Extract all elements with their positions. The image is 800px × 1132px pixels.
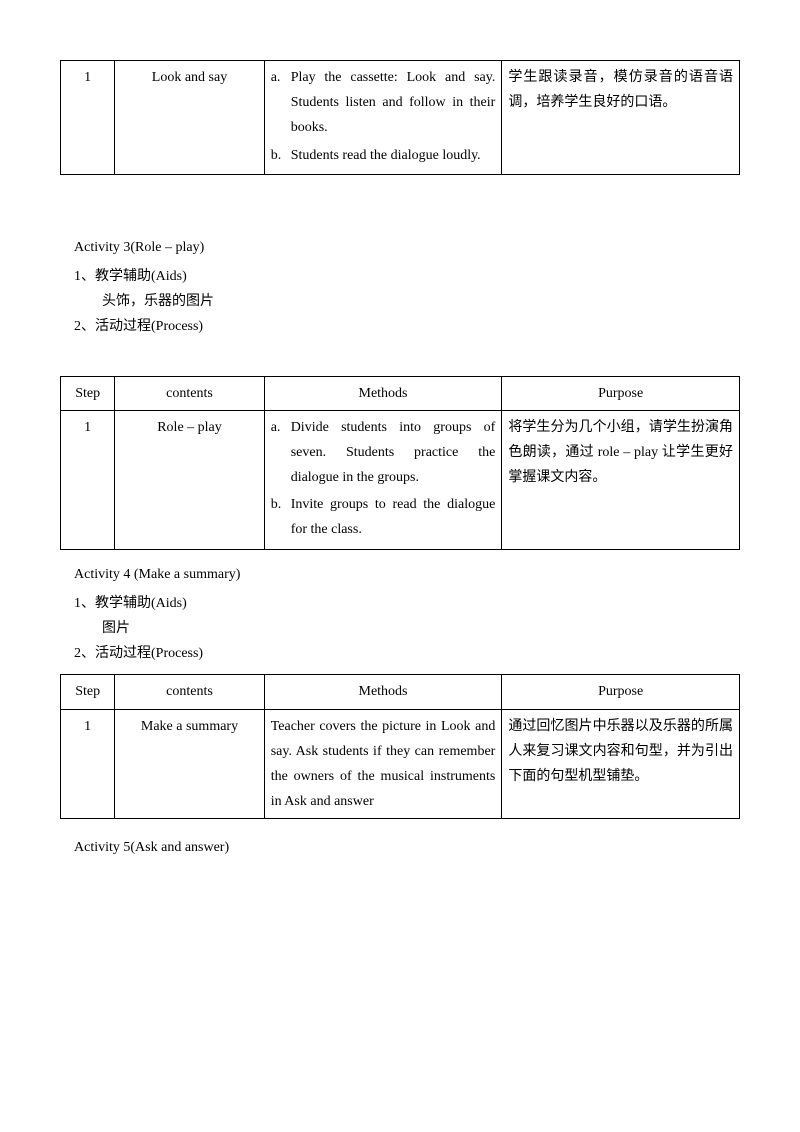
header-purpose: Purpose	[502, 376, 740, 410]
method-text: Divide students into groups of seven. St…	[291, 415, 496, 491]
methods-list: a.Divide students into groups of seven. …	[271, 415, 496, 543]
header-contents: contents	[115, 675, 264, 709]
header-step: Step	[61, 675, 115, 709]
activity4-aids-label: 1、教学辅助(Aids)	[60, 591, 740, 616]
table-header-row: Step contents Methods Purpose	[61, 675, 740, 709]
header-methods: Methods	[264, 376, 502, 410]
cell-methods: a.Divide students into groups of seven. …	[264, 410, 502, 549]
header-contents: contents	[115, 376, 264, 410]
cell-purpose: 通过回忆图片中乐器以及乐器的所属人来复习课文内容和句型，并为引出下面的句型机型铺…	[502, 709, 740, 819]
table-activity3: Step contents Methods Purpose 1 Role – p…	[60, 376, 740, 550]
cell-contents: Look and say	[115, 61, 264, 175]
header-purpose: Purpose	[502, 675, 740, 709]
cell-step: 1	[61, 410, 115, 549]
cell-purpose: 将学生分为几个小组，请学生扮演角色朗读，通过 role – play 让学生更好…	[502, 410, 740, 549]
activity4-title: Activity 4 (Make a summary)	[60, 562, 740, 587]
header-step: Step	[61, 376, 115, 410]
activity4-section: Activity 4 (Make a summary) 1、教学辅助(Aids)…	[60, 562, 740, 667]
activity4-process-label: 2、活动过程(Process)	[60, 641, 740, 666]
table-header-row: Step contents Methods Purpose	[61, 376, 740, 410]
table-row: 1 Role – play a.Divide students into gro…	[61, 410, 740, 549]
activity3-section: Activity 3(Role – play) 1、教学辅助(Aids) 头饰，…	[60, 235, 740, 340]
cell-step: 1	[61, 61, 115, 175]
marker: b.	[271, 492, 291, 542]
method-text: Students read the dialogue loudly.	[291, 143, 496, 168]
table-row: 1 Look and say a.Play the cassette: Look…	[61, 61, 740, 175]
header-methods: Methods	[264, 675, 502, 709]
list-item: a.Play the cassette: Look and say. Stude…	[271, 65, 496, 141]
list-item: b.Invite groups to read the dialogue for…	[271, 492, 496, 542]
cell-purpose: 学生跟读录音，模仿录音的语音语调，培养学生良好的口语。	[502, 61, 740, 175]
marker: a.	[271, 415, 291, 491]
method-text: Invite groups to read the dialogue for t…	[291, 492, 496, 542]
table-activity2: 1 Look and say a.Play the cassette: Look…	[60, 60, 740, 175]
cell-contents: Make a summary	[115, 709, 264, 819]
table-activity4: Step contents Methods Purpose 1 Make a s…	[60, 674, 740, 819]
list-item: a.Divide students into groups of seven. …	[271, 415, 496, 491]
cell-step: 1	[61, 709, 115, 819]
activity3-aids-content: 头饰，乐器的图片	[60, 289, 740, 314]
activity3-process-label: 2、活动过程(Process)	[60, 314, 740, 339]
methods-list: a.Play the cassette: Look and say. Stude…	[271, 65, 496, 168]
cell-methods: a.Play the cassette: Look and say. Stude…	[264, 61, 502, 175]
activity5-section: Activity 5(Ask and answer)	[60, 835, 740, 860]
marker: a.	[271, 65, 291, 141]
activity4-aids-content: 图片	[60, 616, 740, 641]
cell-contents: Role – play	[115, 410, 264, 549]
marker: b.	[271, 143, 291, 168]
table-row: 1 Make a summary Teacher covers the pict…	[61, 709, 740, 819]
activity3-title: Activity 3(Role – play)	[60, 235, 740, 260]
activity3-aids-label: 1、教学辅助(Aids)	[60, 264, 740, 289]
activity5-title: Activity 5(Ask and answer)	[74, 835, 740, 860]
list-item: b.Students read the dialogue loudly.	[271, 143, 496, 168]
cell-methods: Teacher covers the picture in Look and s…	[264, 709, 502, 819]
method-text: Play the cassette: Look and say. Student…	[291, 65, 496, 141]
